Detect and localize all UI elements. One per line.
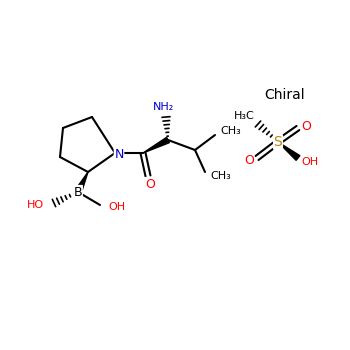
Polygon shape <box>75 172 88 194</box>
Text: O: O <box>244 154 254 167</box>
Text: S: S <box>274 135 282 149</box>
Text: CH₃: CH₃ <box>220 126 241 136</box>
Text: H₃C: H₃C <box>234 111 254 121</box>
Polygon shape <box>278 142 300 160</box>
Polygon shape <box>143 137 169 153</box>
Text: O: O <box>145 177 155 190</box>
Text: OH: OH <box>108 202 125 212</box>
Text: O: O <box>301 119 311 133</box>
Text: HO: HO <box>27 200 44 210</box>
Text: NH₂: NH₂ <box>153 102 175 112</box>
Text: N: N <box>114 147 124 161</box>
Text: Chiral: Chiral <box>265 88 305 102</box>
Text: CH₃: CH₃ <box>211 171 231 181</box>
Text: B: B <box>74 186 82 198</box>
Text: OH: OH <box>301 157 319 167</box>
